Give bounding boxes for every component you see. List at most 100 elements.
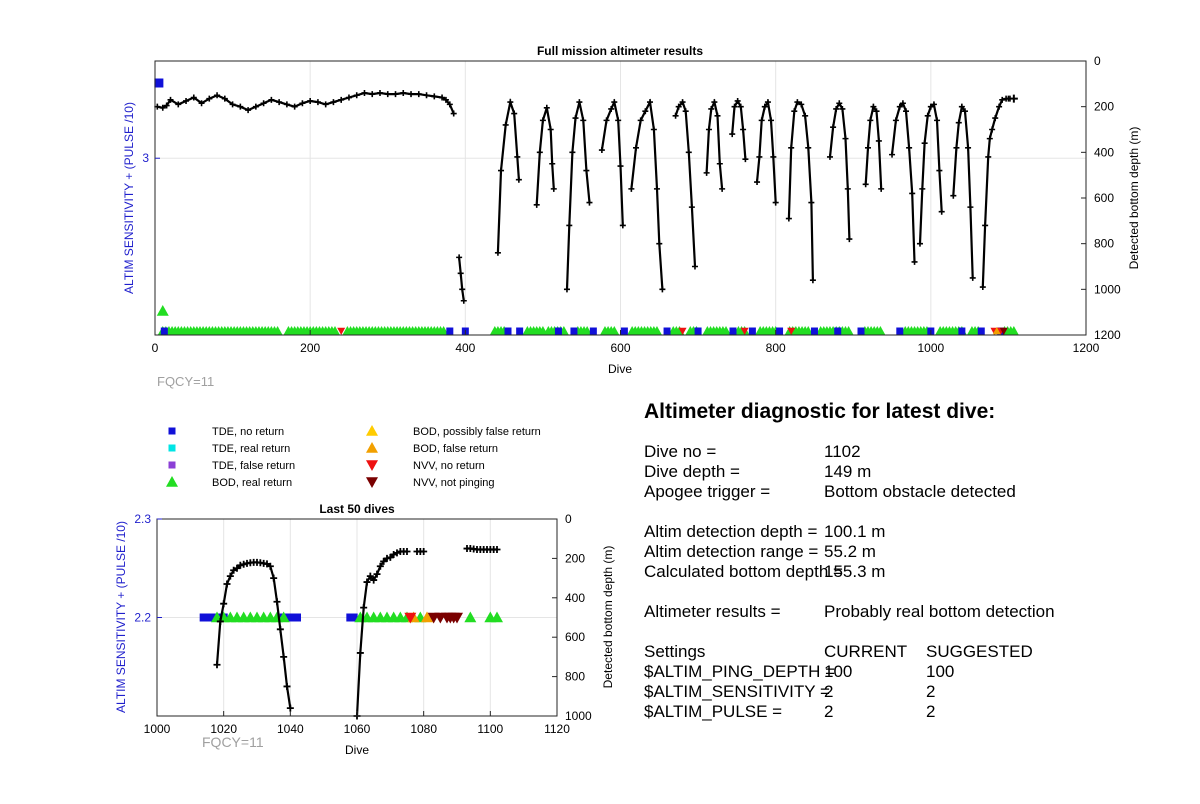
x-tick-label: 1200: [1073, 341, 1100, 355]
depth-point: [190, 94, 197, 101]
depth-point: [864, 144, 871, 151]
depth-point: [924, 112, 931, 119]
depth-point: [761, 103, 768, 110]
results-value: Probably real bottom detection: [824, 602, 1055, 621]
nvv-no-return-marker: [337, 327, 346, 335]
calc-depth-row: Calculated bottom depth = 155.3 m: [644, 562, 1184, 582]
depth-point: [307, 97, 314, 104]
dive-depth-value: 149 m: [824, 462, 872, 481]
depth-point: [283, 682, 291, 690]
depth-point: [206, 95, 213, 102]
current-header: CURRENT: [824, 642, 908, 661]
depth-point: [979, 284, 986, 291]
depth-point: [330, 99, 337, 106]
settings-label: Settings: [644, 642, 706, 661]
bod-real-return-marker: [156, 305, 169, 316]
depth-point: [906, 144, 913, 151]
tde-no-return-marker: [958, 327, 966, 335]
bod-real-return-marker: [651, 326, 662, 335]
depth-point: [493, 546, 501, 554]
depth-point: [572, 115, 579, 122]
nvv-no-return-marker: [678, 327, 687, 335]
depth-point: [237, 103, 244, 110]
dive-no-row: Dive no = 1102: [644, 442, 1184, 462]
x-tick-label: 800: [766, 341, 786, 355]
depth-point: [270, 574, 278, 582]
right-y-tick-label: 400: [1094, 145, 1114, 159]
depth-point: [183, 97, 190, 104]
depth-point: [460, 297, 467, 304]
bod-real-return-marker: [491, 611, 503, 623]
depth-point: [533, 201, 540, 208]
tde-no-return-marker: [349, 613, 358, 622]
full-mission-chart: Full mission altimeter results 0 200 400 60…: [122, 44, 1141, 389]
depth-point: [679, 99, 686, 106]
depth-point: [286, 704, 294, 712]
depth-line: [828, 100, 851, 240]
depth-point: [547, 126, 554, 133]
triangle-up-marker: [166, 476, 178, 487]
depth-line: [458, 257, 465, 301]
depth-point: [223, 580, 231, 588]
apogee-value: Bottom obstacle detected: [824, 482, 1016, 501]
depth-point: [754, 179, 761, 186]
depth-point: [969, 274, 976, 281]
bod-real-return-marker: [464, 611, 477, 623]
tde-no-return-marker: [446, 327, 454, 335]
depth-point: [345, 94, 352, 101]
depth-point: [691, 263, 698, 270]
nvv-not-pinging-marker: [451, 612, 463, 624]
depth-point: [608, 105, 615, 112]
depth-point: [785, 215, 792, 222]
depth-point: [916, 240, 923, 247]
depth-point: [921, 140, 928, 147]
legend-label: NVV, not pinging: [413, 477, 495, 489]
results-label: Altimeter results =: [644, 602, 781, 621]
depth-point: [369, 91, 376, 98]
x-tick-label: 1000: [917, 341, 944, 355]
depth-point: [619, 222, 626, 229]
nvv-no-return-marker: [740, 327, 749, 335]
tde-no-return-marker: [748, 327, 756, 335]
depth-point: [867, 117, 874, 124]
depth-point: [442, 96, 449, 103]
bod-real-return-marker: [803, 326, 814, 335]
depth-point: [229, 101, 236, 108]
depth-point: [260, 100, 267, 107]
depth-point: [376, 89, 383, 96]
depth-point: [996, 103, 1003, 110]
tde-no-return-marker: [154, 78, 164, 88]
x-tick-label: 1020: [210, 722, 237, 736]
sensitivity-suggested: 2: [926, 682, 936, 701]
last-50-dives-chart: Last 50 dives 1000 1020 1040 1060 1080 1100 11…: [114, 502, 615, 757]
depth-point: [685, 149, 692, 156]
depth-point: [586, 199, 593, 206]
tde-no-return-marker: [589, 327, 597, 335]
depth-point: [338, 96, 345, 103]
sensitivity-label: $ALTIM_SENSITIVITY =: [644, 682, 830, 701]
top-fqcy-annotation: FQCY=11: [157, 374, 214, 389]
depth-point: [617, 163, 624, 170]
depth-point: [507, 99, 514, 106]
square-marker: [168, 461, 176, 469]
right-y-tick-label: 800: [565, 670, 585, 684]
depth-point: [159, 104, 166, 111]
depth-point: [598, 147, 605, 154]
depth-point: [502, 121, 509, 128]
depth-line: [535, 107, 555, 205]
depth-point: [742, 156, 749, 163]
depth-point: [515, 176, 522, 183]
legend-label: BOD, possibly false return: [413, 426, 541, 438]
right-y-tick-label: 600: [1094, 191, 1114, 205]
ping-depth-current: 100: [824, 662, 853, 681]
calc-depth-value: 155.3 m: [824, 562, 886, 581]
depth-point: [415, 91, 422, 98]
depth-point: [737, 103, 744, 110]
bottom-x-axis-label: Dive: [345, 743, 369, 757]
depth-point: [446, 101, 453, 108]
depth-point: [772, 199, 779, 206]
pulse-label: $ALTIM_PULSE =: [644, 702, 783, 721]
depth-point: [846, 236, 853, 243]
depth-point: [291, 103, 298, 110]
